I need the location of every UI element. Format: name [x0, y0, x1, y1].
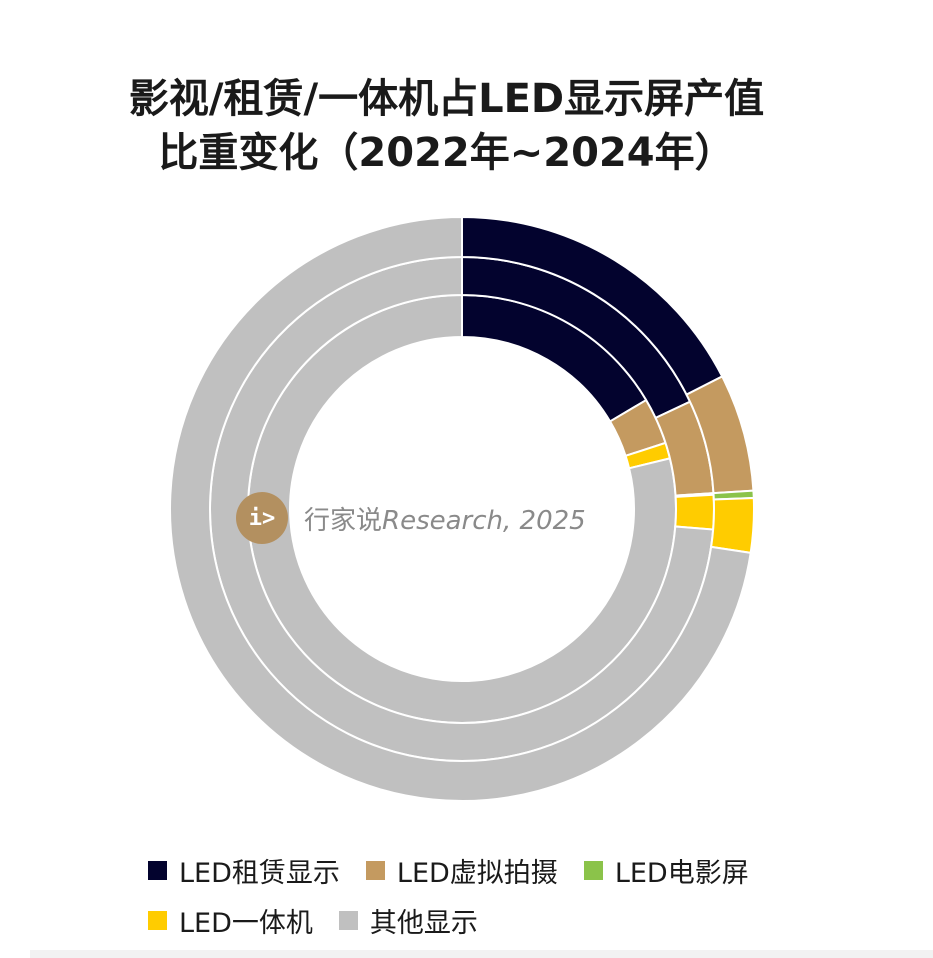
legend: LED租赁显示 LED虚拟拍摄 LED电影屏 LED一体机 其他显示	[148, 845, 775, 945]
legend-swatch-virtual	[365, 860, 385, 880]
legend-label-other: 其他显示	[369, 907, 478, 939]
legend-item-cinema: LED电影屏	[583, 851, 749, 890]
legend-label-virtual: LED虚拟拍摄	[396, 857, 558, 889]
ring-2024-other-slice	[169, 215, 752, 802]
legend-item-allinone: LED一体机	[148, 901, 313, 940]
chart-title-line-1: 影视/租赁/一体机占LED显示屏产值	[128, 76, 765, 122]
legend-item-other: 其他显示	[338, 901, 478, 940]
watermark: i> 行家说Research, 2025	[236, 492, 586, 544]
watermark-cn: 行家说	[304, 505, 383, 536]
legend-label-allinone: LED一体机	[179, 907, 313, 939]
legend-swatch-allinone	[148, 910, 167, 930]
watermark-logo-icon: i>	[236, 492, 288, 544]
legend-item-virtual: LED虚拟拍摄	[365, 851, 558, 890]
legend-swatch-cinema	[583, 860, 603, 880]
legend-label-rental: LED租赁显示	[179, 857, 340, 889]
legend-swatch-other	[338, 910, 358, 930]
legend-row-2: LED一体机 其他显示	[148, 895, 775, 945]
legend-swatch-rental	[148, 860, 167, 880]
legend-row-1: LED租赁显示 LED虚拟拍摄 LED电影屏	[148, 845, 775, 895]
chart-title-line-2: 比重变化（2022年~2024年）	[158, 130, 735, 176]
ring-2024-allinone-slice	[710, 496, 755, 555]
watermark-text: 行家说Research, 2025	[304, 500, 586, 537]
ring-2023-allinone-slice	[674, 493, 715, 531]
footer-bar	[30, 950, 933, 958]
legend-item-rental: LED租赁显示	[148, 851, 340, 890]
legend-label-cinema: LED电影屏	[614, 857, 749, 889]
watermark-en: Research, 2025	[382, 505, 586, 536]
